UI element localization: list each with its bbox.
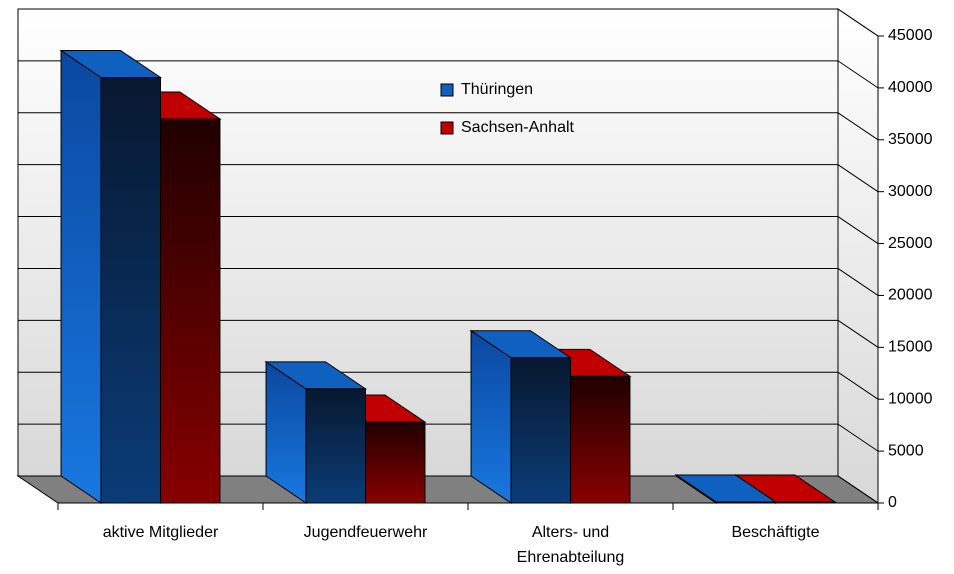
bar: [160, 118, 221, 504]
grid-line: [837, 475, 879, 504]
bar: [570, 375, 631, 504]
grid-line: [837, 371, 879, 400]
y-tick-label: 20000: [888, 287, 933, 304]
x-tick-label: Jugendfeuerwehr: [303, 524, 428, 541]
bar: [715, 501, 776, 504]
y-tick-label: 25000: [888, 235, 933, 252]
x-tick-label: aktive Mitglieder: [102, 524, 219, 541]
grid-line: [837, 268, 879, 296]
legend-swatch: [440, 121, 454, 135]
bar: [510, 357, 571, 504]
bar: [365, 421, 426, 504]
bar: [305, 388, 366, 504]
grid-line: [837, 164, 879, 193]
grid-line: [837, 216, 879, 244]
grid-line: [837, 60, 879, 89]
grid-line: [837, 112, 879, 141]
legend-label: Thüringen: [461, 81, 533, 98]
y-tick-label: 5000: [888, 442, 924, 459]
grid-line: [837, 319, 879, 348]
y-tick-label: 15000: [888, 339, 933, 356]
grid-line: [837, 8, 879, 37]
y-tick-label: 30000: [888, 183, 933, 200]
y-tick-label: 45000: [888, 27, 933, 44]
y-tick-label: 10000: [888, 390, 933, 407]
y-tick-label: 35000: [888, 131, 933, 148]
bar: [100, 77, 162, 504]
y-tick-label: 0: [888, 494, 897, 511]
side-wall: [837, 8, 879, 504]
x-tick-label: Beschäftigte: [731, 524, 820, 541]
bar-side: [60, 49, 102, 504]
y-tick-label: 40000: [888, 79, 933, 96]
grid-line: [837, 423, 879, 452]
x-tick-label: Alters- und Ehrenabteilung: [516, 524, 625, 566]
bar-side: [470, 329, 512, 504]
legend-label: Sachsen-Anhalt: [461, 119, 575, 136]
bar: [775, 501, 836, 504]
legend-swatch: [440, 83, 454, 97]
